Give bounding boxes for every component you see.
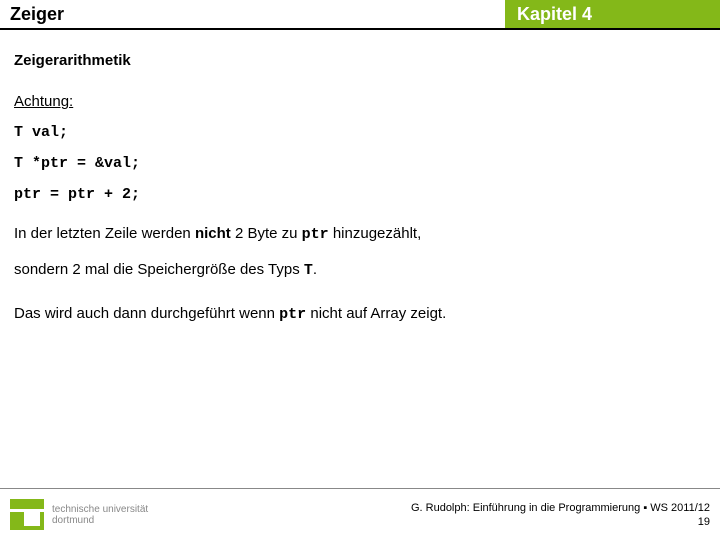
slide-content: Zeigerarithmetik Achtung: T val; T *ptr … xyxy=(0,30,720,325)
para3-mono: ptr xyxy=(279,306,306,323)
para2-text-a: sondern 2 mal die Speichergröße des Typs xyxy=(14,261,304,278)
para2-mono: T xyxy=(304,262,313,279)
code-line-1: T val; xyxy=(14,124,706,141)
footer-credit: G. Rudolph: Einführung in die Programmie… xyxy=(411,502,710,528)
paragraph-3: Das wird auch dann durchgeführt wenn ptr… xyxy=(14,303,706,325)
para1-text-a: In der letzten Zeile werden xyxy=(14,225,195,242)
logo-text: technische universität dortmund xyxy=(52,504,148,526)
para1-text-b: 2 Byte zu xyxy=(231,225,302,242)
slide-header: Zeiger Kapitel 4 xyxy=(0,0,720,30)
para2-text-b: . xyxy=(313,261,317,278)
para1-bold: nicht xyxy=(195,225,231,242)
logo-mark-icon xyxy=(10,499,44,530)
para3-text-b: nicht auf Array zeigt. xyxy=(306,305,446,322)
paragraph-1: In der letzten Zeile werden nicht 2 Byte… xyxy=(14,223,706,245)
header-title-right: Kapitel 4 xyxy=(505,0,720,28)
tu-dortmund-logo: technische universität dortmund xyxy=(10,499,148,530)
code-line-2: T *ptr = &val; xyxy=(14,155,706,172)
logo-text-line2: dortmund xyxy=(52,515,148,526)
footer-credit-line: G. Rudolph: Einführung in die Programmie… xyxy=(411,502,710,514)
para1-text-c: hinzugezählt, xyxy=(329,225,422,242)
logo-text-line1: technische universität xyxy=(52,504,148,515)
attention-label: Achtung: xyxy=(14,93,706,110)
para1-mono: ptr xyxy=(302,226,329,243)
header-title-left: Zeiger xyxy=(0,0,505,28)
para3-text-a: Das wird auch dann durchgeführt wenn xyxy=(14,305,279,322)
slide-footer: technische universität dortmund G. Rudol… xyxy=(0,488,720,540)
content-subtitle: Zeigerarithmetik xyxy=(14,52,706,69)
paragraph-2: sondern 2 mal die Speichergröße des Typs… xyxy=(14,259,706,281)
footer-page-number: 19 xyxy=(411,516,710,528)
code-line-3: ptr = ptr + 2; xyxy=(14,186,706,203)
